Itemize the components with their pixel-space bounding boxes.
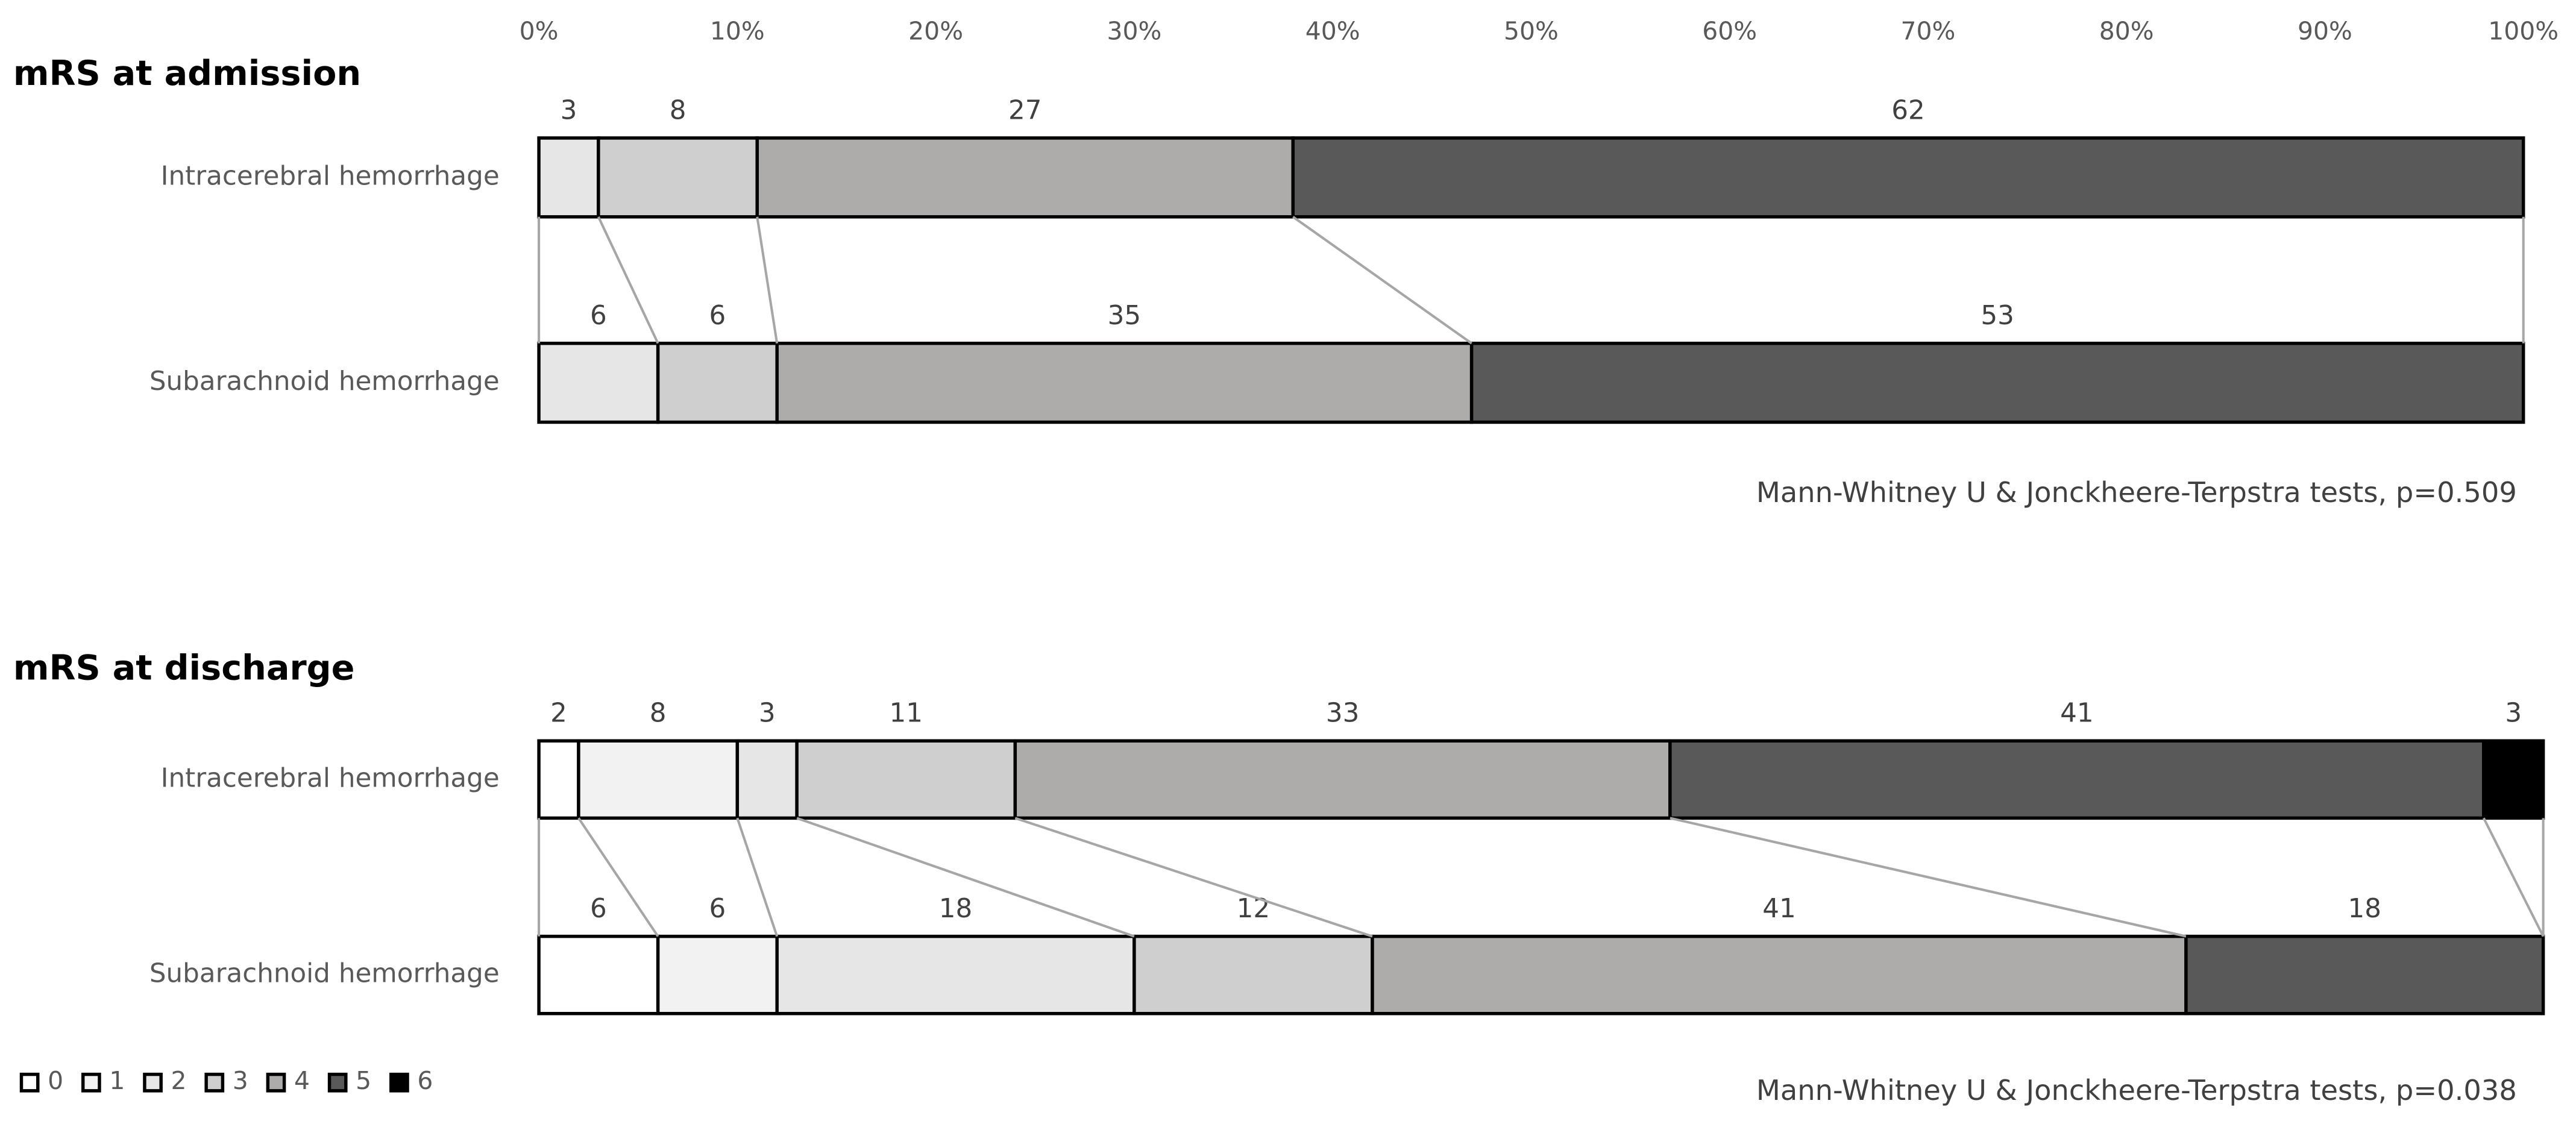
category-label: Intracerebral hemorrhage bbox=[161, 763, 500, 793]
x-tick-label: 20% bbox=[908, 17, 963, 46]
x-tick-label: 40% bbox=[1305, 17, 1360, 46]
legend-swatch bbox=[19, 1072, 40, 1093]
value-label: 6 bbox=[590, 894, 607, 924]
value-label: 18 bbox=[2348, 894, 2382, 924]
value-label: 33 bbox=[1326, 699, 1360, 729]
bar-segment bbox=[656, 934, 779, 1016]
category-label: Intracerebral hemorrhage bbox=[161, 161, 500, 191]
bar-segment bbox=[537, 136, 600, 219]
legend-swatch bbox=[266, 1072, 286, 1093]
legend-label: 2 bbox=[171, 1066, 187, 1095]
bar-segment bbox=[597, 136, 759, 219]
x-tick-label: 70% bbox=[1900, 17, 1955, 46]
connector bbox=[1014, 817, 1373, 938]
connector bbox=[577, 817, 659, 937]
value-label: 3 bbox=[561, 95, 577, 125]
annotation: Mann-Whitney U & Jonckheere-Terpstra tes… bbox=[1756, 476, 2517, 509]
bar-segment bbox=[1291, 136, 2525, 219]
value-label: 12 bbox=[1237, 894, 1271, 924]
legend-swatch bbox=[389, 1072, 409, 1093]
value-label: 3 bbox=[2505, 699, 2522, 729]
x-tick-label: 10% bbox=[710, 17, 765, 46]
legend-label: 0 bbox=[48, 1066, 63, 1095]
chart-title: mRS at admission bbox=[13, 54, 361, 93]
connector bbox=[597, 216, 659, 344]
value-label: 8 bbox=[650, 699, 667, 729]
annotation: Mann-Whitney U & Jonckheere-Terpstra tes… bbox=[1756, 1074, 2517, 1107]
value-label: 18 bbox=[939, 894, 973, 924]
bar-segment bbox=[2184, 934, 2545, 1016]
bar-segment bbox=[775, 934, 1136, 1016]
x-tick-label: 0% bbox=[520, 17, 559, 46]
x-tick-label: 30% bbox=[1107, 17, 1161, 46]
bar-segment bbox=[755, 136, 1295, 219]
value-label: 35 bbox=[1108, 301, 1142, 331]
x-tick-label: 100% bbox=[2488, 17, 2559, 46]
legend-label: 6 bbox=[417, 1066, 433, 1095]
connector bbox=[736, 817, 779, 937]
x-tick-label: 50% bbox=[1504, 17, 1559, 46]
x-tick-label: 80% bbox=[2099, 17, 2154, 46]
legend-swatch bbox=[204, 1072, 225, 1093]
value-label: 62 bbox=[1891, 95, 1925, 125]
value-label: 6 bbox=[590, 301, 607, 331]
bar-segment bbox=[656, 341, 779, 424]
bar-segment bbox=[537, 341, 660, 424]
bar-segment bbox=[577, 739, 740, 820]
bar-segment bbox=[1469, 341, 2525, 424]
connector bbox=[796, 817, 1135, 938]
legend-label: 4 bbox=[294, 1066, 310, 1095]
bar-segment bbox=[1668, 739, 2486, 820]
value-label: 11 bbox=[889, 699, 923, 729]
bar-segment bbox=[735, 739, 799, 820]
value-label: 6 bbox=[709, 894, 726, 924]
bar-segment bbox=[1013, 739, 1672, 820]
value-label: 2 bbox=[550, 699, 567, 729]
chart-title: mRS at discharge bbox=[13, 648, 355, 688]
bar-segment bbox=[1371, 934, 2188, 1016]
legend-swatch bbox=[81, 1072, 101, 1093]
value-label: 41 bbox=[2060, 699, 2094, 729]
legend-label: 3 bbox=[233, 1066, 248, 1095]
category-label: Subarachnoid hemorrhage bbox=[149, 366, 500, 397]
bar-segment bbox=[537, 739, 580, 820]
x-tick-label: 90% bbox=[2298, 17, 2352, 46]
bar-segment bbox=[795, 739, 1017, 820]
connector bbox=[1670, 817, 2187, 938]
connector bbox=[756, 216, 779, 344]
category-label: Subarachnoid hemorrhage bbox=[149, 959, 500, 989]
value-label: 41 bbox=[1762, 894, 1796, 924]
value-label: 27 bbox=[1008, 95, 1042, 125]
value-label: 3 bbox=[759, 699, 776, 729]
legend-label: 1 bbox=[109, 1066, 125, 1095]
bar-segment bbox=[775, 341, 1474, 424]
value-label: 8 bbox=[670, 95, 686, 125]
legend-label: 5 bbox=[356, 1066, 371, 1095]
value-label: 53 bbox=[1981, 301, 2014, 331]
x-tick-label: 60% bbox=[1702, 17, 1757, 46]
legend-swatch bbox=[143, 1072, 163, 1093]
legend-swatch bbox=[327, 1072, 348, 1093]
bar-segment bbox=[537, 934, 660, 1016]
connector bbox=[2483, 817, 2545, 937]
value-label: 6 bbox=[709, 301, 726, 331]
bar-segment bbox=[2482, 739, 2545, 820]
bar-segment bbox=[1132, 934, 1374, 1016]
connector bbox=[1292, 216, 1472, 345]
